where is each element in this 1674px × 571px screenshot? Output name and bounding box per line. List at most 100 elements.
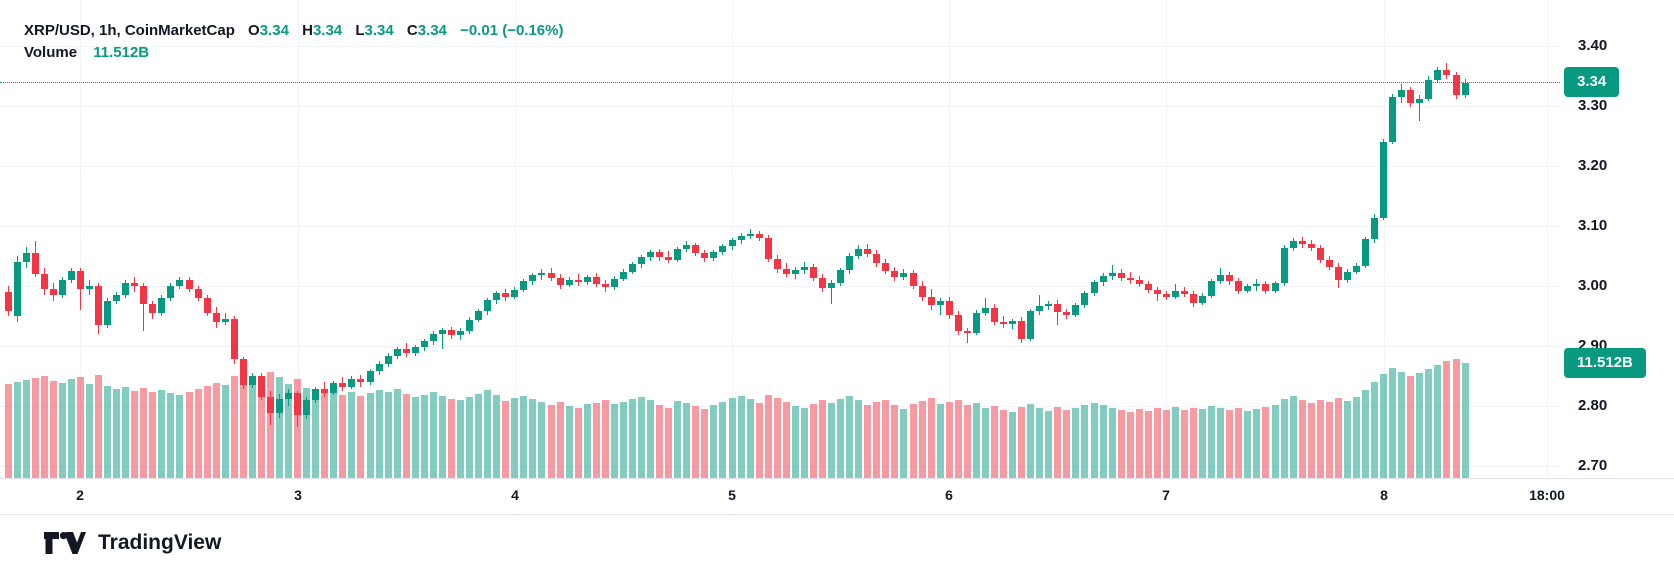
chart-pane[interactable] <box>0 0 1560 478</box>
candle <box>194 289 202 298</box>
volume-bar <box>1253 409 1261 478</box>
candle <box>1316 248 1324 260</box>
price-axis[interactable]: 3.40 3.30 3.20 3.10 3.00 2.90 2.80 2.70 3.34 11.5… <box>1560 0 1674 478</box>
volume-bar <box>900 409 908 478</box>
candle <box>1099 276 1107 283</box>
candle <box>4 292 12 312</box>
gridline-horizontal <box>0 286 1560 287</box>
candle <box>1253 283 1261 286</box>
volume-bar <box>800 408 808 478</box>
volume-bar <box>701 409 709 478</box>
volume-bar <box>221 385 229 478</box>
gridline-horizontal <box>0 46 1560 47</box>
volume-bar <box>248 380 256 478</box>
candle <box>990 307 998 322</box>
open-label: O <box>248 22 260 39</box>
legend-series-row[interactable]: XRP/USD, 1h, CoinMarketCap O3.34 H3.34 L… <box>24 20 563 42</box>
candle <box>1045 304 1053 307</box>
candle <box>1271 283 1279 292</box>
candle <box>393 349 401 356</box>
volume-bar <box>1244 411 1252 478</box>
volume-bar <box>719 402 727 478</box>
volume-bar <box>294 379 302 478</box>
volume-bar <box>728 398 736 478</box>
candle-wick <box>966 328 968 343</box>
volume-bar <box>1135 409 1143 478</box>
candle <box>1063 312 1071 316</box>
volume-bar <box>918 401 926 478</box>
volume-bar <box>348 392 356 478</box>
tradingview-logo[interactable]: TradingView <box>44 521 221 565</box>
volume-bar <box>1045 411 1053 478</box>
candle <box>764 238 772 259</box>
candle <box>457 331 464 336</box>
volume-bar <box>1280 399 1288 478</box>
candle <box>466 319 474 331</box>
candle <box>1235 281 1243 291</box>
volume-bar <box>746 399 754 478</box>
volume-bar <box>737 396 745 478</box>
candle <box>447 330 455 336</box>
close-label: C <box>406 22 418 39</box>
chart-legend: XRP/USD, 1h, CoinMarketCap O3.34 H3.34 L… <box>24 20 563 64</box>
volume-bar <box>1153 408 1161 478</box>
candle <box>936 301 944 306</box>
candle-wick <box>1419 95 1421 121</box>
candle <box>1380 142 1388 218</box>
volume-bar <box>1262 407 1270 478</box>
volume-bar <box>1226 410 1234 478</box>
volume-bar <box>1126 412 1134 478</box>
volume-bar <box>1117 410 1125 478</box>
volume-bar <box>239 373 247 478</box>
price-axis-label: 3.20 <box>1578 157 1608 174</box>
volume-bar <box>1181 410 1188 478</box>
volume-bar <box>601 400 609 478</box>
volume-bar <box>1217 408 1225 478</box>
candle <box>1289 241 1297 248</box>
candle <box>429 334 437 342</box>
candle <box>710 251 718 259</box>
volume-bar <box>972 403 980 478</box>
volume-bar <box>303 388 311 478</box>
candle <box>565 280 573 285</box>
candle <box>1072 305 1080 316</box>
volume-bar <box>230 376 238 478</box>
candle <box>1298 241 1306 244</box>
candle <box>1307 244 1315 249</box>
time-axis-label: 18:00 <box>1529 487 1565 503</box>
candle <box>819 277 826 289</box>
volume-bar <box>1343 401 1351 478</box>
candle <box>846 256 854 271</box>
candle-wick <box>1039 295 1041 315</box>
ohlc-close: C3.34 <box>407 22 447 39</box>
legend-volume-row[interactable]: Volume 11.512B <box>24 42 563 64</box>
candle <box>909 272 917 286</box>
candle <box>185 280 193 289</box>
volume-bar <box>538 402 546 478</box>
candle <box>701 253 709 259</box>
candle <box>330 383 338 393</box>
volume-bar <box>665 408 673 478</box>
volume-bar <box>276 377 283 478</box>
volume-bar <box>1009 412 1017 478</box>
volume-bar <box>511 398 519 478</box>
candle <box>873 253 881 264</box>
volume-bar <box>140 388 148 478</box>
candle <box>972 313 980 333</box>
candle <box>1461 83 1469 96</box>
volume-bar <box>1316 400 1324 478</box>
gridline-vertical <box>732 0 733 478</box>
candle <box>239 359 247 385</box>
candle <box>49 289 57 295</box>
volume-bar <box>1334 398 1342 478</box>
volume-bar <box>1235 408 1243 478</box>
volume-bar <box>1108 408 1116 478</box>
candle <box>339 383 347 387</box>
volume-bar <box>1371 382 1379 478</box>
candle <box>149 304 157 313</box>
volume-bar <box>194 389 202 478</box>
volume-bar <box>647 400 655 478</box>
candle <box>348 379 356 387</box>
time-axis[interactable]: 2 3 4 5 6 7 8 18:00 <box>0 478 1674 515</box>
volume-bar <box>873 402 881 478</box>
